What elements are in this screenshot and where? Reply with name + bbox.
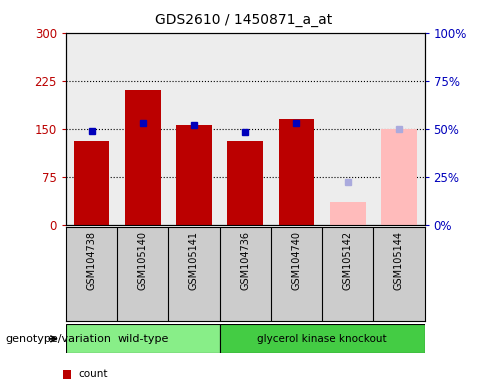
Bar: [220, 324, 425, 353]
Bar: [168, 33, 220, 225]
Bar: [227, 141, 263, 225]
Bar: [279, 119, 314, 225]
Bar: [322, 33, 373, 225]
Bar: [381, 129, 417, 225]
Text: genotype/variation: genotype/variation: [5, 334, 111, 344]
Bar: [373, 33, 425, 225]
Text: GSM105141: GSM105141: [189, 231, 199, 290]
Bar: [271, 33, 322, 225]
Bar: [66, 33, 117, 225]
Bar: [125, 90, 161, 225]
Text: wild-type: wild-type: [117, 334, 168, 344]
Text: GDS2610 / 1450871_a_at: GDS2610 / 1450871_a_at: [155, 13, 333, 27]
Bar: [74, 141, 109, 225]
Bar: [66, 324, 220, 353]
Bar: [176, 126, 212, 225]
Text: count: count: [78, 369, 108, 379]
Bar: [220, 33, 271, 225]
Text: GSM104738: GSM104738: [86, 231, 97, 290]
Text: glycerol kinase knockout: glycerol kinase knockout: [257, 334, 387, 344]
Bar: [117, 33, 168, 225]
Text: GSM105144: GSM105144: [394, 231, 404, 290]
Bar: [330, 202, 366, 225]
Text: GSM104736: GSM104736: [240, 231, 250, 290]
Text: GSM104740: GSM104740: [291, 231, 302, 290]
Text: GSM105142: GSM105142: [343, 231, 353, 290]
Text: GSM105140: GSM105140: [138, 231, 148, 290]
